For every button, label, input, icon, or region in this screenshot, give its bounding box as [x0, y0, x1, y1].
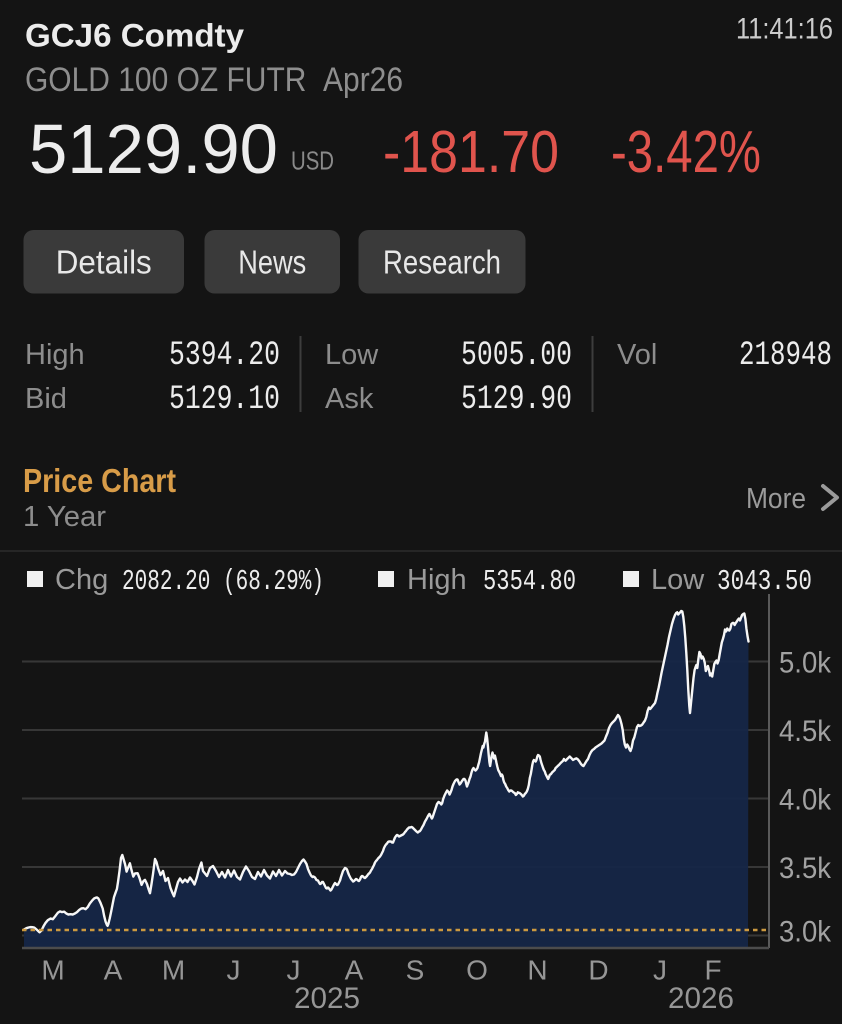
svg-text:O: O [466, 955, 488, 986]
svg-text:Research: Research [383, 244, 501, 281]
svg-text:News: News [238, 244, 306, 281]
svg-text:3043.50: 3043.50 [717, 565, 812, 598]
svg-text:J: J [227, 955, 241, 986]
svg-text:A: A [104, 955, 123, 986]
svg-text:2025: 2025 [294, 982, 360, 1015]
svg-text:5129.90: 5129.90 [461, 381, 572, 419]
svg-text:-3.42%: -3.42% [611, 119, 761, 185]
svg-text:5394.20: 5394.20 [169, 337, 280, 375]
svg-text:S: S [406, 955, 425, 986]
svg-text:Vol: Vol [617, 339, 657, 371]
svg-text:M: M [41, 955, 64, 986]
svg-text:Ask: Ask [325, 383, 374, 415]
svg-text:5.0k: 5.0k [779, 647, 832, 680]
svg-text:D: D [588, 955, 608, 986]
svg-text:Chg: Chg [55, 564, 108, 596]
svg-text:M: M [162, 955, 185, 986]
svg-text:Price Chart: Price Chart [23, 462, 176, 499]
svg-text:218948: 218948 [739, 337, 832, 375]
svg-text:5129.10: 5129.10 [169, 381, 280, 419]
svg-text:4.5k: 4.5k [779, 715, 832, 748]
svg-text:Low: Low [651, 564, 705, 596]
svg-text:1 Year: 1 Year [23, 501, 106, 533]
svg-text:-181.70: -181.70 [383, 119, 559, 185]
svg-text:GOLD 100 OZ FUTR Apr26: GOLD 100 OZ FUTR Apr26 [25, 61, 403, 99]
svg-text:J: J [287, 955, 301, 986]
svg-text:USD: USD [291, 146, 334, 176]
svg-text:5354.80: 5354.80 [483, 565, 576, 598]
svg-text:2082.20 (68.29%): 2082.20 (68.29%) [122, 565, 324, 598]
svg-text:3.5k: 3.5k [779, 852, 832, 885]
svg-text:4.0k: 4.0k [779, 784, 832, 817]
svg-text:J: J [653, 955, 667, 986]
svg-text:N: N [527, 955, 547, 986]
svg-text:More: More [746, 483, 806, 515]
svg-text:Low: Low [325, 339, 379, 371]
svg-text:2026: 2026 [668, 982, 734, 1015]
svg-text:5129.90: 5129.90 [29, 110, 278, 188]
svg-text:F: F [704, 955, 721, 986]
svg-text:Details: Details [56, 244, 152, 281]
svg-text:High: High [25, 339, 85, 371]
svg-text:High: High [407, 564, 467, 596]
svg-text:5005.00: 5005.00 [461, 337, 572, 375]
svg-text:3.0k: 3.0k [779, 916, 832, 949]
svg-text:A: A [345, 955, 364, 986]
svg-text:11:41:16: 11:41:16 [736, 13, 833, 46]
svg-text:Bid: Bid [25, 383, 67, 415]
svg-text:GCJ6 Comdty: GCJ6 Comdty [25, 18, 244, 54]
